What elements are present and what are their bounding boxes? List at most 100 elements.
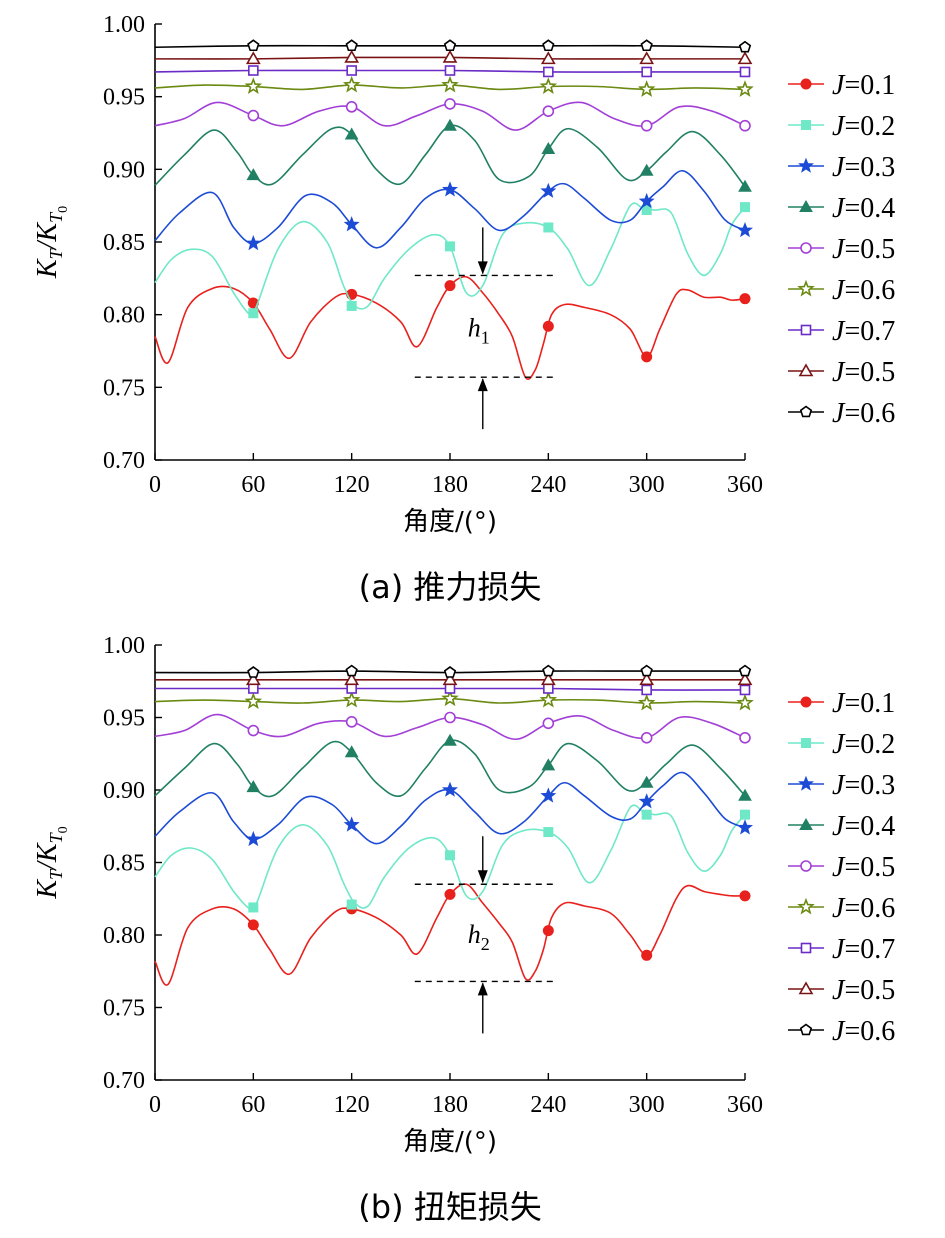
legend-marker [798, 157, 814, 173]
legend-label: J=0.3 [832, 770, 895, 801]
arrow-up-head [477, 982, 488, 996]
data-point [344, 672, 360, 686]
legend-marker [800, 696, 812, 708]
data-point [640, 119, 653, 132]
series-line [154, 124, 746, 188]
data-point [444, 280, 456, 292]
legend-item: J=0.2 [788, 111, 895, 142]
series-J01 [154, 883, 751, 986]
data-point [737, 672, 753, 686]
data-point [245, 830, 262, 847]
data-point [736, 693, 754, 711]
data-point [543, 222, 554, 233]
legend-marker [801, 120, 811, 130]
data-point [540, 182, 557, 198]
data-point [639, 163, 654, 176]
y-tick-label: 1.00 [103, 633, 145, 659]
legend-marker [800, 860, 812, 872]
legend-item: J=0.6 [788, 398, 895, 429]
y-tick-label: 0.70 [103, 448, 145, 474]
series-J03 [154, 771, 753, 847]
data-point [247, 666, 260, 678]
data-point [738, 40, 752, 53]
data-point [540, 51, 556, 65]
data-point [637, 80, 656, 97]
data-point [345, 39, 358, 52]
data-point [539, 77, 558, 94]
data-point [445, 850, 455, 861]
data-point [740, 202, 750, 213]
data-point [641, 949, 653, 961]
annotation-h2: h2 [414, 836, 555, 1034]
x-tick-label: 360 [727, 472, 763, 498]
legend: J=0.1 J=0.2 J=0.3 J=0.4 J=0.5 J=0.6 J=0.7 J=0.5… [788, 70, 895, 429]
y-tick-label: 0.75 [103, 996, 145, 1022]
legend-label: J=0.6 [832, 275, 895, 306]
data-point [542, 717, 555, 730]
data-point [247, 109, 260, 122]
data-point [641, 809, 652, 820]
legend-marker [800, 78, 812, 90]
legend-label: J=0.5 [832, 357, 895, 388]
data-point [444, 711, 456, 724]
series-J07 [155, 683, 751, 696]
data-point [542, 664, 555, 677]
legend-item: J=0.1 [788, 70, 895, 101]
y-tick-label: 0.70 [103, 1068, 145, 1094]
data-point [441, 75, 459, 93]
y-tick-label: 0.95 [103, 85, 145, 111]
series-J06b [154, 664, 752, 678]
data-point [244, 77, 263, 94]
data-point [245, 51, 261, 65]
legend-label: J=0.4 [832, 811, 895, 842]
legend-marker [799, 1023, 813, 1036]
series-line [154, 883, 746, 986]
legend-label: J=0.6 [832, 398, 895, 429]
data-point [245, 672, 261, 686]
data-point [542, 105, 555, 117]
data-point [739, 731, 751, 744]
legend-item: J=0.1 [788, 688, 895, 719]
data-point [344, 745, 359, 758]
legend-item: J=0.2 [788, 729, 895, 760]
data-point [737, 51, 753, 65]
y-tick-label: 0.85 [103, 230, 145, 256]
data-point [638, 192, 655, 209]
data-point [345, 101, 358, 113]
y-axis-label-text: KT/KT0 [32, 826, 71, 899]
x-axis-label: 角度/(°) [403, 1127, 497, 1157]
x-tick-label: 180 [432, 1092, 468, 1118]
data-point [641, 205, 652, 216]
legend-marker [800, 242, 812, 254]
data-point [342, 75, 361, 93]
data-point [443, 39, 457, 52]
data-point [444, 98, 456, 110]
legend-label: J=0.2 [832, 111, 895, 142]
data-point [738, 788, 752, 801]
legend-item: J=0.5 [788, 357, 895, 388]
series-J07 [154, 65, 751, 78]
data-point [738, 179, 752, 192]
data-point [345, 716, 358, 728]
chart-panel-1: 0.70 0.75 0.80 0.85 0.90 0.95 1.00 0 60 120 180 240… [32, 12, 895, 606]
legend-label: J=0.6 [832, 893, 895, 924]
data-point [248, 902, 259, 913]
data-point [343, 816, 360, 832]
legend-item: J=0.6 [788, 1016, 895, 1047]
data-point [739, 293, 751, 305]
legend-marker [799, 817, 813, 830]
panel-caption: (b) 扭矩损失 [358, 1188, 541, 1226]
data-point [444, 683, 456, 694]
data-point [541, 758, 556, 771]
data-point [441, 689, 459, 707]
x-axis-label: 角度/(°) [403, 507, 497, 537]
legend-marker [798, 363, 814, 377]
panel-caption: (a) 推力损失 [359, 568, 542, 606]
legend-marker [801, 738, 811, 748]
y-tick-label: 0.95 [103, 706, 145, 732]
legend-item: J=0.5 [788, 234, 895, 265]
data-point [737, 221, 753, 238]
data-point [540, 787, 557, 803]
x-tick-label: 180 [432, 472, 468, 498]
